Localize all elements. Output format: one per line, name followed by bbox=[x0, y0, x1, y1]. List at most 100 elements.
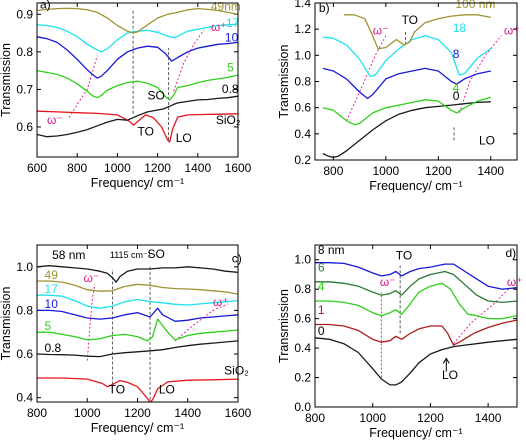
series-line bbox=[315, 337, 517, 386]
x-tick-label: 800 bbox=[27, 406, 47, 420]
y-tick-label: 1.0 bbox=[294, 253, 311, 267]
annotation-label: b) bbox=[319, 1, 330, 15]
omega-trend-line bbox=[174, 303, 229, 342]
annotation-label: LO bbox=[442, 368, 458, 382]
panel-d: 800 1000 1200 1400 0.0 0.2 0.4 0.6 0.8 1.0 Frequen… bbox=[277, 243, 523, 440]
y-tick-label: 0.2 bbox=[294, 153, 311, 167]
plot-area bbox=[315, 262, 517, 386]
series-line bbox=[37, 95, 238, 138]
y-tick-label: 0.4 bbox=[294, 127, 311, 141]
y-tick-label: 0.4 bbox=[16, 391, 33, 405]
x-tick-label: 1000 bbox=[104, 161, 131, 175]
x-tick-label: 1400 bbox=[477, 164, 504, 178]
annotation-label: 5 bbox=[45, 319, 52, 333]
annotation-label: 0 bbox=[318, 324, 325, 338]
annotation-label: 1 bbox=[318, 303, 325, 317]
annotation-label: 6 bbox=[318, 261, 325, 275]
annotation-label: ω⁻ bbox=[83, 271, 99, 285]
plot-frame bbox=[36, 2, 239, 158]
annotation-label: ω⁺ bbox=[211, 20, 227, 34]
annotation-label: 17 bbox=[45, 282, 59, 296]
x-tick-label: 1000 bbox=[74, 406, 101, 420]
series-line bbox=[37, 69, 238, 101]
series-line bbox=[37, 280, 238, 295]
annotation-label: ω⁺ bbox=[504, 23, 520, 37]
y-tick-label: 0.0 bbox=[294, 400, 311, 414]
y-tick-label: 1.4 bbox=[294, 0, 311, 10]
series-line bbox=[37, 307, 238, 322]
annotation-label: 49nm bbox=[211, 0, 241, 14]
annotation-label: TO bbox=[109, 382, 125, 396]
annotation-label: 1115 cm⁻¹ bbox=[110, 250, 151, 260]
y-tick-label: 0.6 bbox=[16, 347, 33, 361]
annotation-label: TO bbox=[138, 125, 154, 139]
series-line bbox=[343, 14, 491, 50]
y-tick-label: 0.9 bbox=[16, 7, 33, 21]
annotation-label: TO bbox=[396, 249, 412, 263]
panel-c: 800 1000 1200 1400 1600 0.4 0.6 0.8 1.0 Frequency… bbox=[0, 244, 252, 435]
y-tick-label: 0.6 bbox=[16, 120, 33, 134]
series-line bbox=[37, 377, 238, 402]
annotation-label: 58 nm bbox=[52, 248, 85, 262]
y-tick-label: 1.2 bbox=[294, 22, 311, 36]
x-axis-label: Frequency/ cm⁻¹ bbox=[369, 426, 462, 440]
annotation-label: 49 bbox=[45, 268, 59, 282]
y-tick-label: 0.8 bbox=[294, 282, 311, 296]
annotation-label: 4 bbox=[318, 280, 325, 294]
annotation-label: ω⁻ bbox=[380, 275, 396, 289]
annotation-label: a) bbox=[40, 0, 51, 12]
series-line bbox=[315, 270, 517, 304]
annotation-label: 0 bbox=[453, 89, 460, 103]
series-line bbox=[37, 36, 238, 79]
plot-frame bbox=[314, 244, 518, 408]
y-tick-label: 0.7 bbox=[16, 82, 33, 96]
y-tick-label: 0.4 bbox=[294, 341, 311, 355]
series-line bbox=[37, 7, 238, 34]
panel-b: 800 1000 1200 1400 0.2 0.4 0.6 0.8 1.0 1.2 1.4 Freq… bbox=[277, 0, 520, 193]
x-tick-label: 1000 bbox=[359, 411, 386, 425]
y-tick-label: 1.0 bbox=[294, 48, 311, 62]
y-tick-label: 0.8 bbox=[16, 45, 33, 59]
omega-trend-line bbox=[173, 29, 205, 92]
y-tick-label: 0.6 bbox=[294, 101, 311, 115]
series-line bbox=[322, 96, 491, 126]
plot-frame bbox=[314, 2, 518, 161]
series-line bbox=[315, 262, 517, 290]
annotation-label: c) bbox=[232, 251, 242, 265]
y-tick-label: 0.8 bbox=[294, 75, 311, 89]
x-tick-label: 600 bbox=[27, 161, 47, 175]
annotation-label: 8 bbox=[453, 47, 460, 61]
series-line bbox=[37, 340, 238, 358]
series-line bbox=[322, 101, 491, 159]
annotation-label: 0.8 bbox=[222, 82, 239, 96]
annotation-label: LO bbox=[159, 382, 175, 396]
series-line bbox=[322, 67, 491, 100]
omega-trend-line bbox=[86, 284, 96, 361]
y-tick-label: 0.2 bbox=[294, 371, 311, 385]
x-tick-label: 800 bbox=[323, 164, 343, 178]
x-tick-label: 1400 bbox=[475, 411, 502, 425]
x-tick-label: 800 bbox=[67, 161, 87, 175]
omega-trend-line bbox=[458, 35, 502, 114]
x-tick-label: 1000 bbox=[372, 164, 399, 178]
annotation-label: ω⁻ bbox=[373, 23, 389, 37]
plot-area bbox=[37, 7, 238, 143]
annotation-label: LO bbox=[176, 131, 192, 145]
series-line bbox=[37, 294, 238, 309]
annotation-label: SO bbox=[148, 247, 165, 261]
y-tick-label: 1.0 bbox=[16, 260, 33, 274]
x-axis-label: Frequency/ cm⁻¹ bbox=[91, 421, 184, 435]
series-line bbox=[37, 318, 238, 342]
series-line bbox=[315, 282, 517, 320]
annotation-label: TO bbox=[402, 13, 418, 27]
annotation-label: 0.8 bbox=[45, 341, 62, 355]
omega-trend-line bbox=[68, 55, 98, 118]
x-tick-label: 1600 bbox=[225, 161, 252, 175]
x-tick-label: 1400 bbox=[184, 161, 211, 175]
annotation-label: LO bbox=[479, 133, 495, 147]
plot-frame bbox=[36, 244, 239, 403]
y-tick-label: 0.8 bbox=[16, 303, 33, 317]
y-axis-label: Transmission bbox=[0, 287, 13, 361]
x-axis-label: Frequency/ cm⁻¹ bbox=[369, 179, 462, 193]
